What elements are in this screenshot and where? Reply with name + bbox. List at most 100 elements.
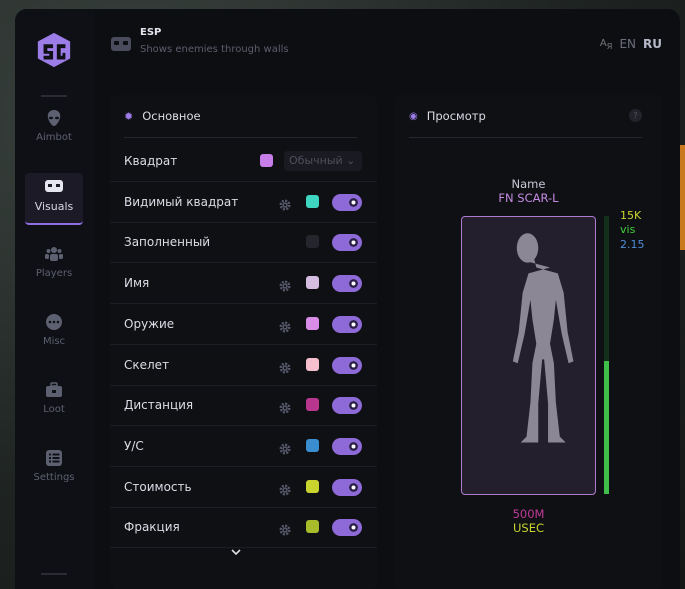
panel-title: Просмотр — [426, 109, 486, 123]
lang-en[interactable]: EN — [619, 37, 637, 51]
preview-panel: ◉ Просмотр ? Name FN SCAR-L 15K vis 2.15 … — [395, 95, 662, 589]
setting-label: Имя — [124, 276, 150, 291]
users-icon — [45, 245, 63, 263]
setting-row: У/С — [110, 426, 377, 467]
gear-icon[interactable] — [279, 399, 291, 414]
setting-row: Стоимость — [110, 467, 377, 508]
main-settings-panel: ✹ Основное Квадрат Обычный ⌄ Видимый квадра… — [110, 95, 377, 589]
toggle-switch[interactable] — [332, 193, 362, 211]
vr-goggles-icon — [45, 177, 63, 195]
color-swatch[interactable] — [306, 520, 319, 534]
logo-icon — [37, 32, 71, 68]
setting-label: Квадрат — [124, 154, 178, 168]
toggle-switch[interactable] — [332, 519, 362, 537]
toggle-switch[interactable] — [332, 397, 362, 415]
sidebar-item-settings[interactable]: Settings — [25, 445, 83, 497]
scroll-down-icon[interactable] — [230, 543, 242, 556]
dots-icon — [45, 313, 63, 331]
setting-row: Скелет — [110, 345, 377, 386]
translate-icon: AЯ — [599, 37, 613, 51]
setting-label: Скелет — [124, 357, 170, 372]
setting-row: Видимый квадрат — [110, 182, 377, 223]
setting-label: Дистанция — [124, 398, 194, 413]
preview-kd: 2.15 — [620, 238, 645, 251]
preview-visibility: vis — [620, 223, 636, 236]
health-bar — [604, 216, 609, 494]
setting-row: Оружие — [110, 304, 377, 345]
gear-icon[interactable] — [279, 359, 291, 373]
sidebar-item-misc[interactable]: Misc — [25, 309, 83, 361]
sidebar-item-aimbot[interactable]: Aimbot — [25, 105, 83, 157]
preview-box — [461, 216, 596, 495]
gear-icon[interactable] — [279, 318, 291, 333]
sidebar-item-label: Settings — [33, 472, 75, 483]
divider — [41, 95, 67, 97]
list-icon — [45, 449, 63, 467]
toggle-switch[interactable] — [332, 234, 362, 252]
preview-value: 15K — [620, 209, 642, 222]
color-swatch[interactable] — [306, 235, 319, 249]
gear-icon[interactable] — [279, 440, 291, 455]
toggle-switch[interactable] — [332, 356, 362, 374]
divider — [124, 137, 357, 138]
color-swatch[interactable] — [306, 357, 319, 371]
mode-select-value: Обычный — [289, 154, 343, 167]
briefcase-icon — [45, 381, 63, 399]
setting-row: Квадрат Обычный ⌄ — [110, 141, 377, 182]
toggle-switch[interactable] — [332, 437, 362, 455]
player-model — [512, 233, 574, 443]
page-title: ESP — [140, 27, 162, 38]
divider — [409, 137, 642, 138]
color-swatch[interactable] — [306, 398, 319, 412]
color-swatch[interactable] — [306, 316, 319, 330]
health-bar-fill — [604, 360, 609, 494]
preview-name: Name — [511, 177, 546, 191]
setting-row: Заполненный — [110, 222, 377, 264]
preview-faction: USEC — [512, 521, 544, 535]
app-window: Aimbot Visuals Players Misc Loot Settings ESP… — [15, 9, 680, 589]
gear-icon: ✹ — [124, 109, 134, 123]
gear-icon[interactable] — [279, 481, 291, 496]
sidebar-item-label: Aimbot — [36, 132, 72, 143]
sidebar: Aimbot Visuals Players Misc Loot Settings — [15, 9, 95, 589]
color-swatch[interactable] — [306, 479, 319, 493]
sidebar-item-label: Loot — [43, 404, 65, 415]
setting-label: Видимый квадрат — [124, 194, 239, 209]
setting-label: Оружие — [124, 316, 175, 331]
gear-icon[interactable] — [279, 277, 291, 292]
chevron-down-icon: ⌄ — [346, 154, 356, 167]
setting-label: Заполненный — [124, 235, 211, 250]
vr-goggles-icon — [111, 37, 131, 51]
lang-ru[interactable]: RU — [643, 37, 662, 51]
preview-weapon: FN SCAR-L — [498, 191, 559, 205]
color-swatch[interactable] — [306, 438, 319, 452]
gear-icon[interactable] — [279, 196, 291, 211]
toggle-switch[interactable] — [332, 275, 362, 293]
color-swatch[interactable] — [260, 154, 273, 167]
help-icon[interactable]: ? — [629, 109, 642, 122]
alien-icon — [45, 109, 63, 127]
setting-row: Имя — [110, 263, 377, 305]
sidebar-item-visuals[interactable]: Visuals — [25, 173, 83, 225]
setting-label: У/С — [124, 438, 144, 453]
page-subtitle: Shows enemies through walls — [140, 44, 289, 55]
toggle-switch[interactable] — [332, 315, 362, 333]
color-swatch[interactable] — [306, 276, 319, 290]
setting-label: Стоимость — [124, 479, 192, 494]
setting-row: Фракция — [110, 507, 377, 549]
language-switcher: AЯ EN RU — [600, 37, 662, 51]
color-swatch[interactable] — [306, 194, 319, 208]
preview-distance: 500M — [512, 507, 545, 521]
background-object — [679, 145, 685, 250]
divider — [41, 573, 67, 575]
setting-label: Фракция — [124, 520, 180, 535]
panel-title: Основное — [142, 109, 201, 123]
setting-row: Дистанция — [110, 385, 377, 427]
sidebar-item-players[interactable]: Players — [25, 241, 83, 293]
sidebar-item-label: Visuals — [34, 200, 74, 213]
eye-icon: ◉ — [409, 110, 418, 122]
sidebar-item-loot[interactable]: Loot — [25, 377, 83, 429]
gear-icon[interactable] — [279, 521, 291, 536]
mode-select[interactable]: Обычный ⌄ — [284, 151, 362, 171]
toggle-switch[interactable] — [332, 478, 362, 496]
